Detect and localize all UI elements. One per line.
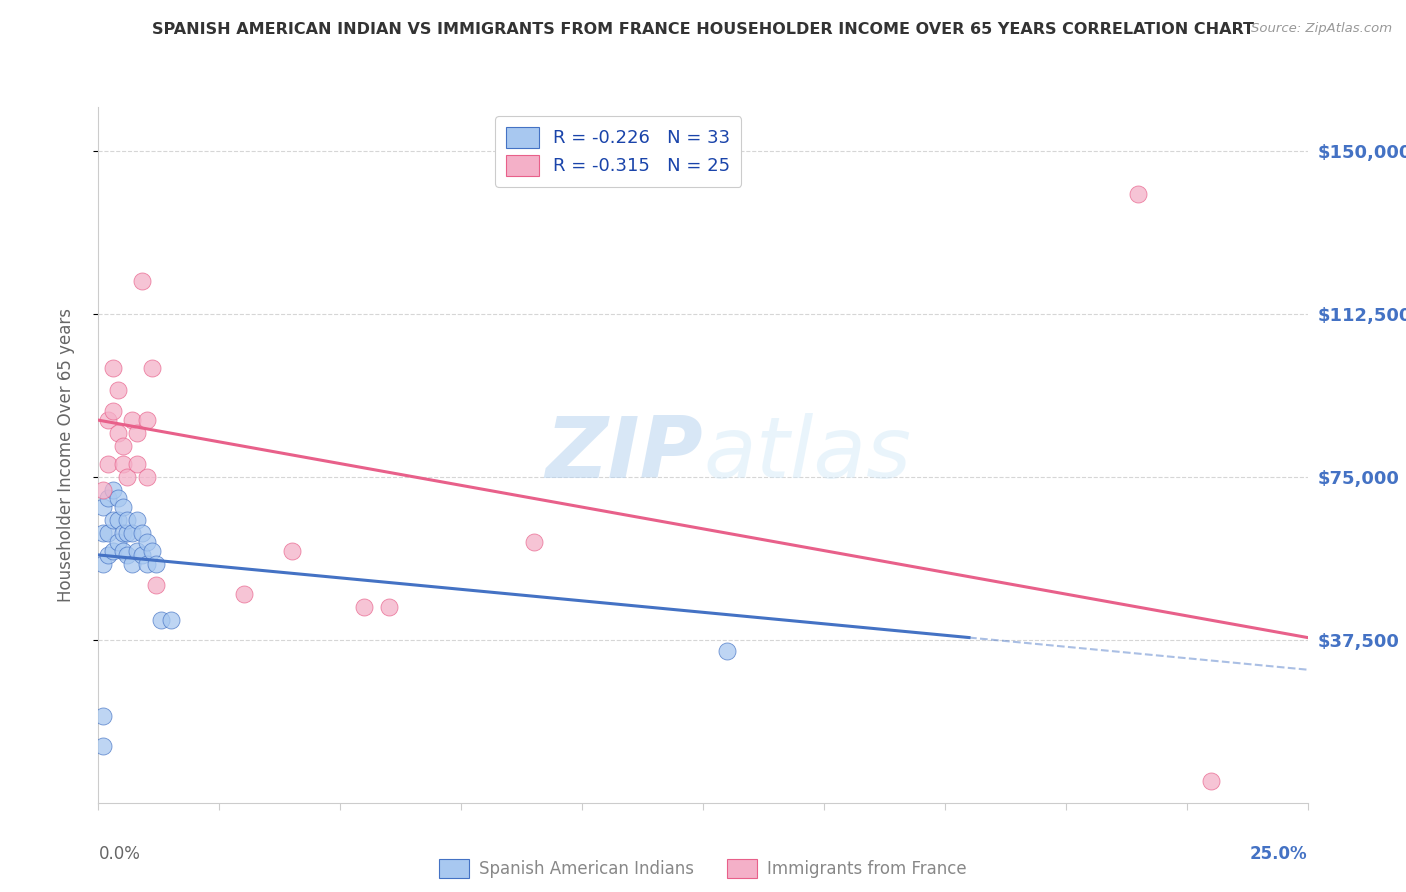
Point [160,613,183,627]
Point [111,439,134,453]
Point [111,457,134,471]
Point [101,361,124,376]
Point [377,600,399,615]
Point [141,361,163,376]
Point [141,543,163,558]
Point [97,526,120,541]
Point [107,383,129,397]
Point [135,535,157,549]
Point [127,426,149,441]
Point [91,526,114,541]
Point [107,426,129,441]
Point [145,557,167,571]
Point [353,600,375,615]
Point [107,491,129,506]
Point [131,274,153,288]
Point [117,513,139,527]
Point [111,543,134,558]
Point [101,513,124,527]
Point [145,578,167,592]
Point [91,708,114,723]
Point [135,413,157,427]
Point [107,535,129,549]
Point [101,483,124,497]
Point [101,404,124,418]
Point [91,739,114,754]
Point [1199,774,1222,789]
Text: 0.0%: 0.0% [98,845,141,863]
Text: ZIP: ZIP [546,413,703,497]
Point [117,548,139,562]
Point [117,526,139,541]
Point [127,457,149,471]
Point [107,513,129,527]
Text: atlas: atlas [703,413,911,497]
Point [97,413,120,427]
Point [1128,187,1150,202]
Point [150,613,173,627]
Point [117,469,139,483]
Point [91,483,114,497]
Point [131,548,153,562]
Text: Source: ZipAtlas.com: Source: ZipAtlas.com [1251,22,1392,36]
Point [121,557,143,571]
Legend: Spanish American Indians, Immigrants from France: Spanish American Indians, Immigrants fro… [433,853,973,885]
Point [127,543,149,558]
Point [127,513,149,527]
Text: SPANISH AMERICAN INDIAN VS IMMIGRANTS FROM FRANCE HOUSEHOLDER INCOME OVER 65 YEA: SPANISH AMERICAN INDIAN VS IMMIGRANTS FR… [152,22,1254,37]
Point [716,643,738,657]
Point [97,548,120,562]
Point [131,526,153,541]
Point [121,413,143,427]
Point [111,500,134,514]
Point [523,535,546,549]
Point [281,543,304,558]
Text: 25.0%: 25.0% [1250,845,1308,863]
Point [91,557,114,571]
Point [91,500,114,514]
Point [232,587,254,601]
Point [135,469,157,483]
Y-axis label: Householder Income Over 65 years: Householder Income Over 65 years [56,308,75,602]
Point [101,543,124,558]
Point [121,526,143,541]
Point [135,557,157,571]
Point [97,491,120,506]
Point [97,457,120,471]
Point [111,526,134,541]
